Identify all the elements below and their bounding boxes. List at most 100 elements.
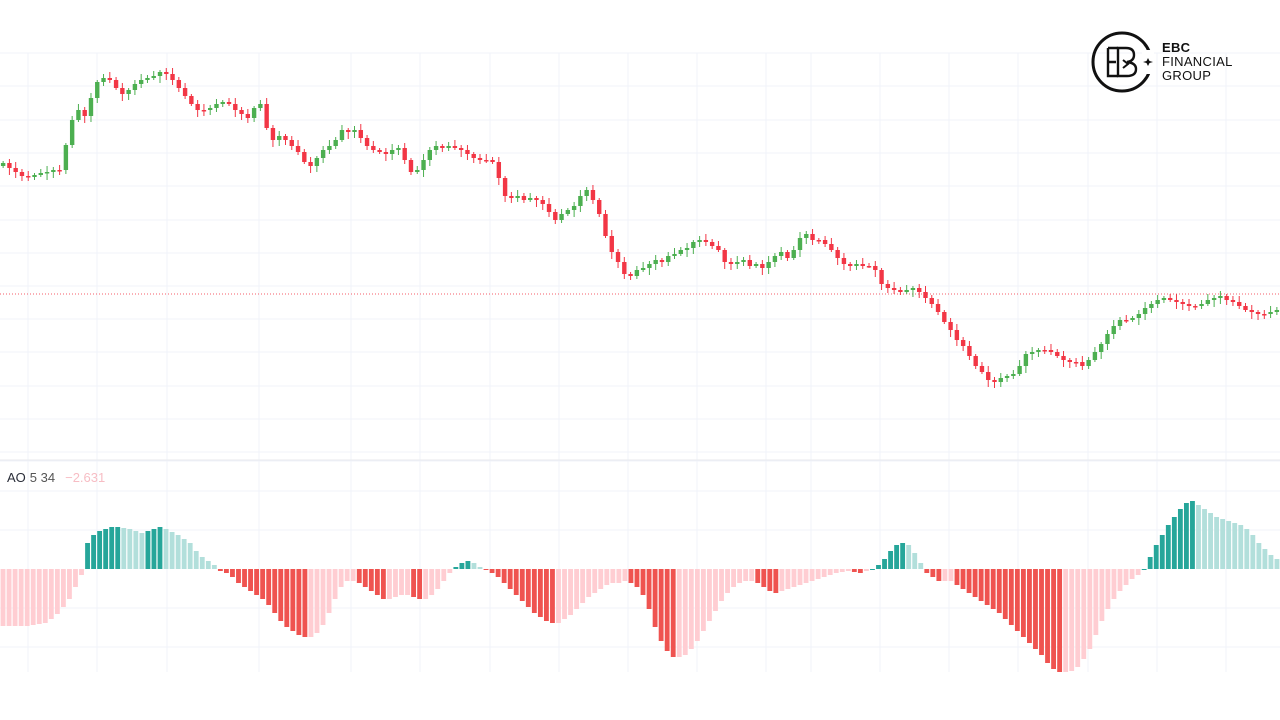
ao-bar-positive — [115, 527, 121, 569]
candle-up — [251, 108, 257, 118]
candle-down — [170, 74, 175, 80]
ao-bar-negative — [640, 569, 646, 595]
ao-bar-negative — [543, 569, 549, 621]
candle-down — [722, 250, 727, 262]
candle-up — [1111, 326, 1116, 334]
ao-bar-positive — [1232, 523, 1238, 569]
candle-down — [948, 322, 953, 330]
candle-up — [1274, 310, 1280, 312]
ao-bar-negative — [827, 569, 833, 575]
candle-down — [270, 128, 276, 140]
ao-bar-negative — [278, 569, 284, 621]
ao-bar-negative — [592, 569, 598, 593]
candle-up — [1199, 304, 1204, 306]
candle-down — [873, 266, 878, 270]
candle-up — [1136, 314, 1142, 318]
ao-bar-negative — [1033, 569, 1038, 649]
candle-down — [979, 366, 985, 372]
candle-up — [333, 140, 338, 146]
ao-bar-negative — [803, 569, 809, 583]
candle-down — [1237, 302, 1242, 306]
logo-wordmark: EBC FINANCIAL GROUP — [1162, 41, 1233, 83]
candle-down — [835, 250, 840, 258]
candle-up — [1029, 352, 1035, 354]
candle-down — [879, 270, 884, 284]
candle-down — [176, 80, 182, 88]
candle-down — [703, 240, 709, 242]
ao-bar-negative — [217, 569, 223, 571]
ao-bar-negative — [380, 569, 386, 599]
candle-down — [885, 284, 891, 288]
candle-up — [804, 234, 809, 238]
candle-down — [371, 146, 376, 150]
ao-bar-negative — [598, 569, 604, 589]
ao-bar-positive — [1256, 543, 1262, 569]
indicator-legend: AO 5 34 −2.631 — [7, 470, 105, 485]
ao-bar-negative — [429, 569, 435, 595]
ao-bar-positive — [1165, 525, 1171, 569]
candle-up — [647, 264, 652, 268]
ao-bar-negative — [350, 569, 356, 581]
ao-bar-positive — [912, 553, 918, 569]
ao-bar-negative — [610, 569, 616, 583]
candle-down — [1262, 314, 1267, 316]
ao-bar-negative — [743, 569, 749, 581]
ao-bar-negative — [930, 569, 936, 577]
ao-bar-negative — [236, 569, 241, 583]
candle-up — [1036, 350, 1041, 352]
ao-bar-negative — [501, 569, 507, 583]
ao-bar-positive — [1147, 557, 1153, 569]
ao-bar-negative — [374, 569, 380, 595]
candle-up — [1130, 318, 1135, 320]
candle-up — [735, 262, 740, 264]
ao-bar-negative — [1057, 569, 1063, 672]
ao-bar-negative — [36, 569, 42, 624]
candle-up — [697, 240, 702, 242]
ao-bar-positive — [91, 535, 97, 569]
indicator-params: 5 34 — [29, 470, 56, 485]
ao-bar-negative — [658, 569, 664, 641]
ao-bar-negative — [700, 569, 706, 631]
ao-bar-negative — [302, 569, 308, 637]
logo-line-1: EBC — [1162, 40, 1191, 55]
candle-down — [1249, 310, 1254, 312]
candle-up — [1017, 366, 1022, 374]
ao-bar-negative — [1051, 569, 1057, 669]
candle-down — [540, 200, 545, 204]
ao-bar-negative — [435, 569, 441, 589]
ao-bar-negative — [586, 569, 592, 597]
candle-down — [848, 264, 853, 266]
ao-bar-negative — [356, 569, 362, 583]
ao-bar-positive — [163, 529, 169, 569]
candle-up — [389, 150, 395, 154]
ao-bar-negative — [230, 569, 235, 577]
ao-bar-negative — [694, 569, 700, 641]
candle-down — [201, 110, 207, 112]
candle-down — [609, 236, 614, 252]
ao-bar-positive — [1177, 509, 1183, 569]
candle-up — [515, 196, 520, 198]
ao-bar-negative — [1081, 569, 1087, 659]
ao-bar-negative — [839, 569, 845, 572]
candle-down — [546, 204, 552, 212]
ao-bar-negative — [411, 569, 417, 597]
candle-up — [854, 264, 859, 266]
candle-down — [1193, 306, 1198, 308]
candle-down — [496, 162, 502, 178]
candle-up — [138, 80, 144, 84]
candle-up — [584, 190, 589, 196]
ao-bar-negative — [725, 569, 730, 593]
ao-bar-negative — [223, 569, 229, 573]
candle-up — [797, 238, 803, 250]
candle-up — [208, 108, 213, 110]
ao-bar-negative — [1027, 569, 1032, 643]
ao-bar-positive — [127, 529, 133, 569]
candle-down — [484, 160, 489, 162]
ao-bar-negative — [568, 569, 573, 615]
ao-bar-negative — [634, 569, 640, 587]
candle-down — [597, 200, 602, 214]
candle-up — [1004, 376, 1010, 378]
candle-down — [841, 258, 847, 264]
